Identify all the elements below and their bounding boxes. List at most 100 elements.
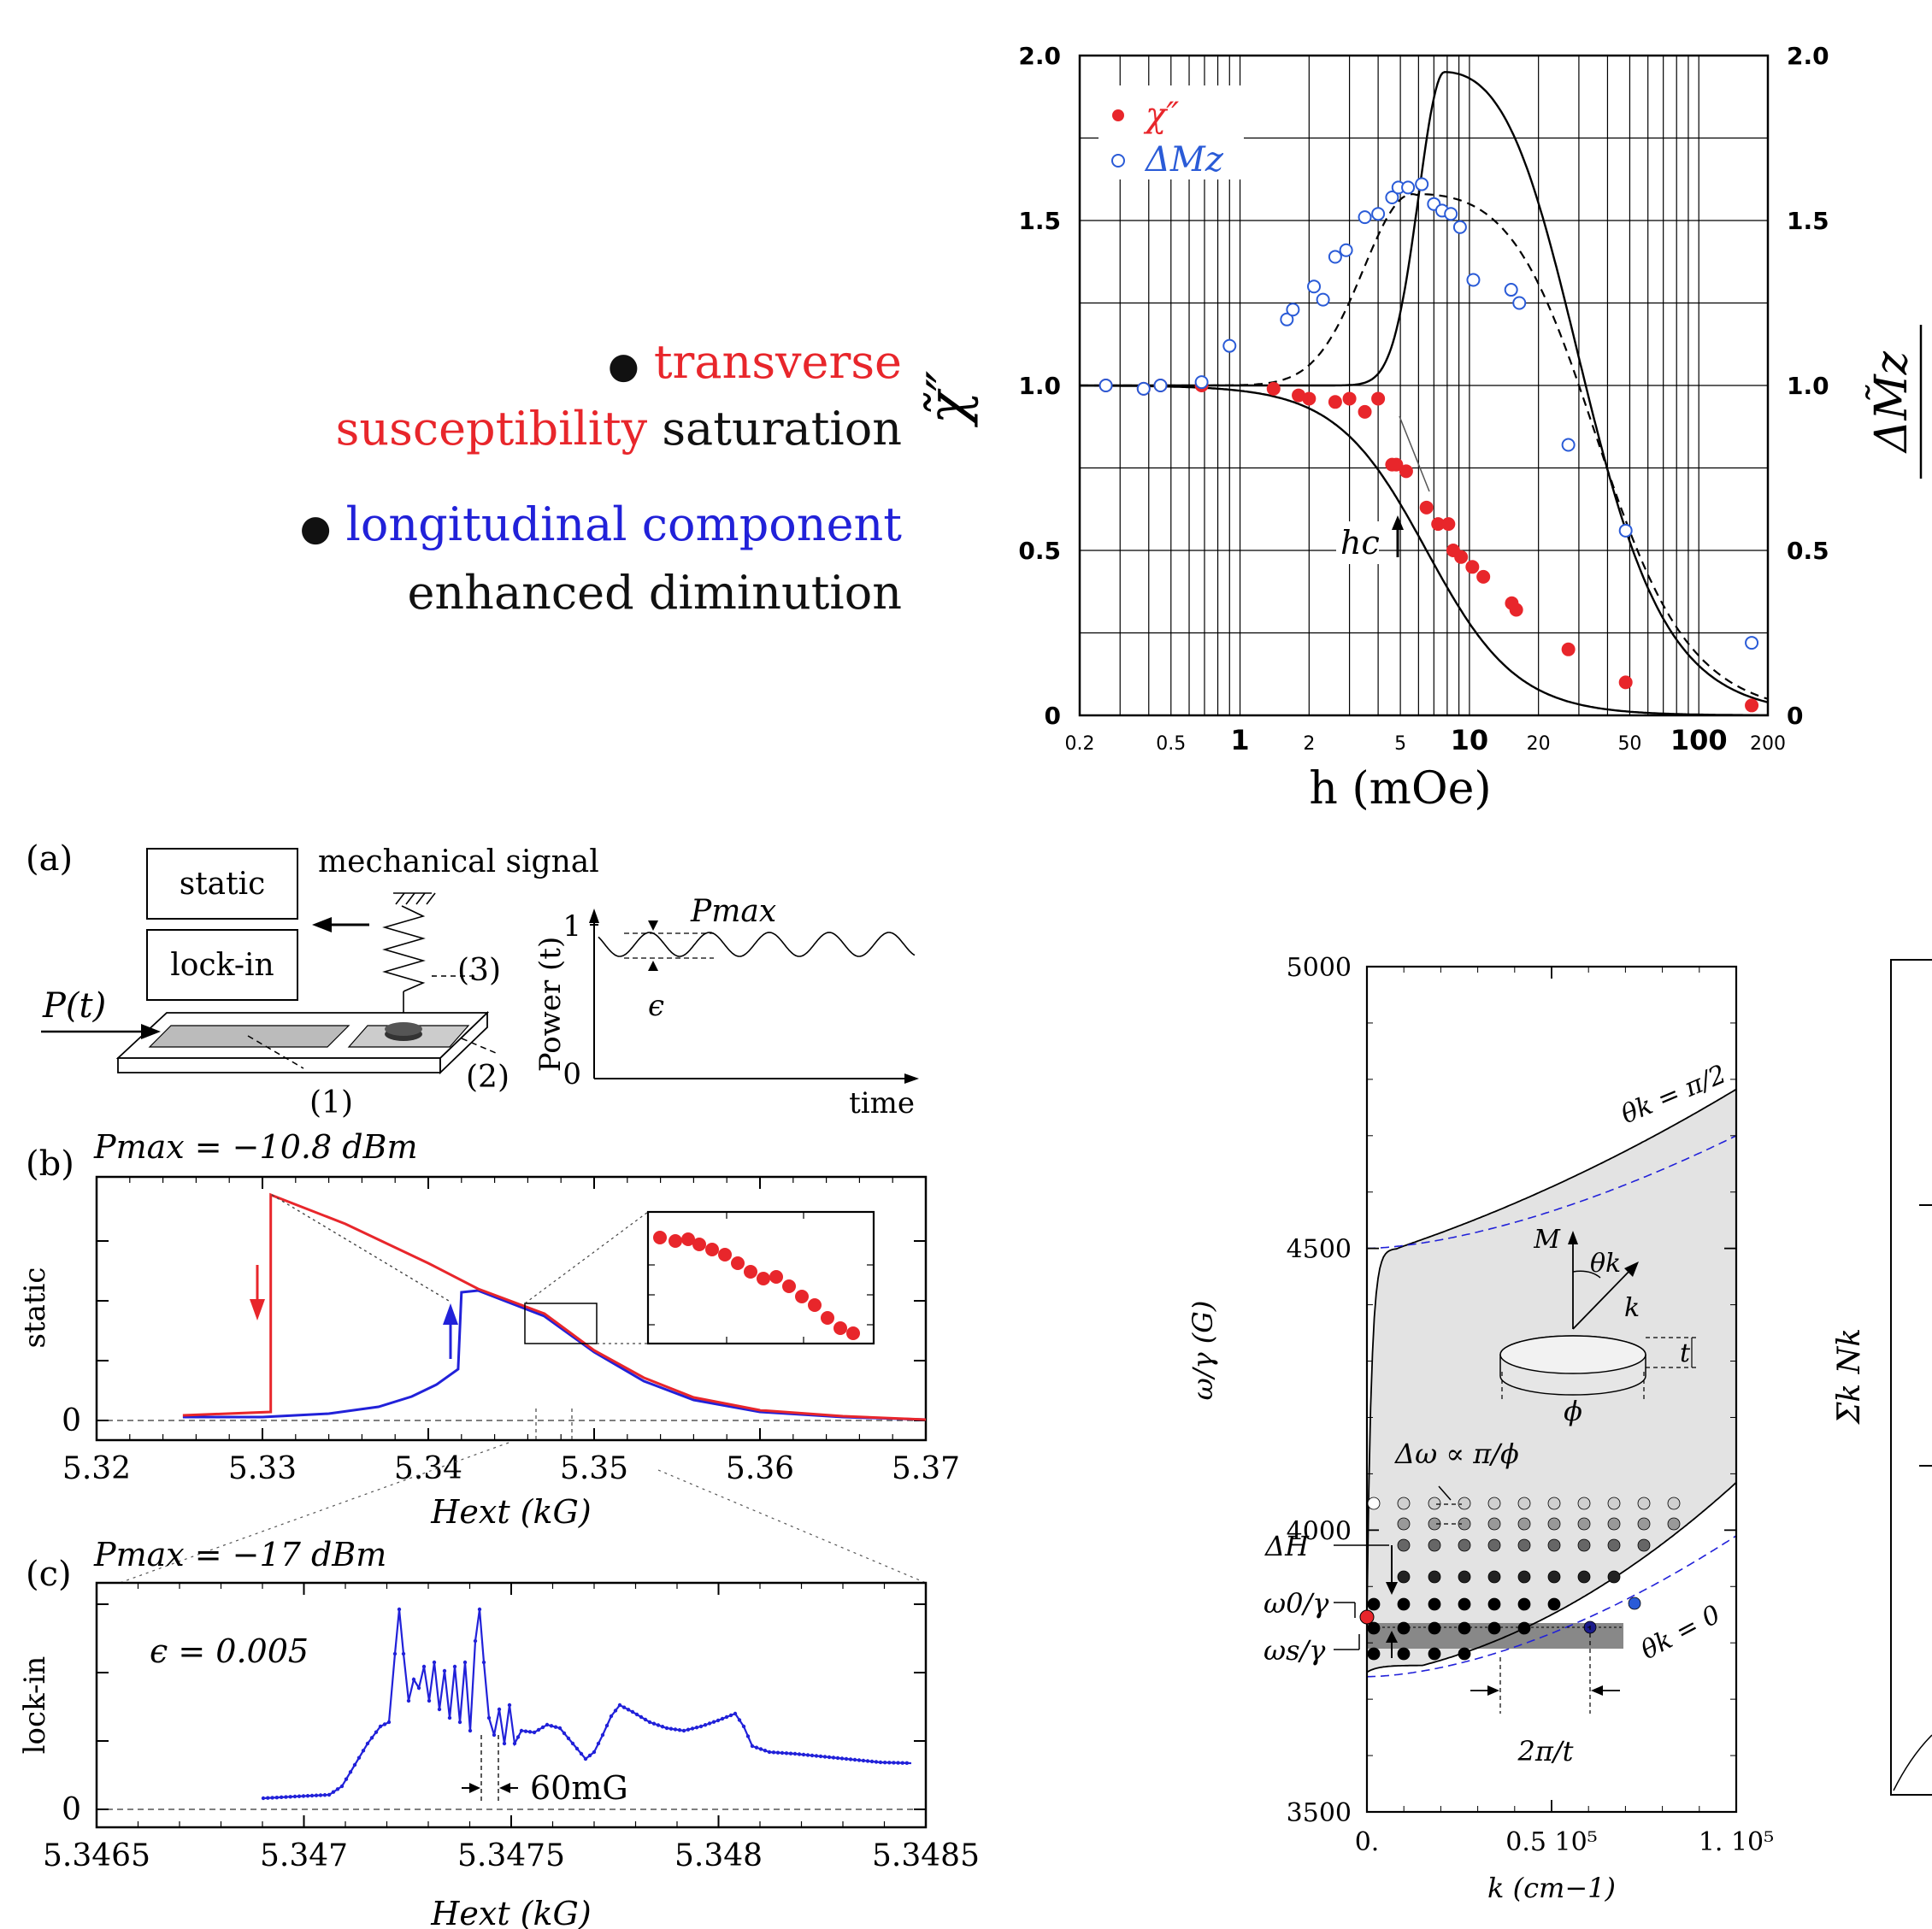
leader-2 <box>461 1038 497 1054</box>
panel-b-y-tick: 0 <box>62 1403 81 1438</box>
disc-inset: M θk k t ϕ <box>1499 1225 1697 1427</box>
uniform-mode-dot <box>1359 1609 1375 1625</box>
bulk-pi2-line <box>1367 1135 1736 1250</box>
mode-dot <box>1577 1570 1591 1584</box>
label-2: (2) <box>466 1060 510 1095</box>
top-solid-curve <box>1080 71 1768 703</box>
top-chart-points <box>1099 177 1759 713</box>
panel-b-red-trace <box>182 1192 926 1421</box>
mode-dot <box>1397 1538 1411 1552</box>
top-chart-left-ylabel: χ̃″ <box>916 371 980 428</box>
mode-dot <box>1487 1597 1501 1611</box>
mech-arrow-head <box>312 917 332 932</box>
zoom-inset-points <box>648 1212 874 1344</box>
dmz-point <box>1339 243 1353 257</box>
mode-dot <box>1428 1570 1441 1584</box>
dispersion-y-tick: 4500 <box>1287 1235 1352 1265</box>
panel-a: (a) static lock-in mechanical signal (3) <box>26 839 919 1120</box>
input-arrow-head <box>141 1024 161 1039</box>
omegas-label: ωs/γ <box>1263 1634 1326 1667</box>
mode-dot <box>1637 1517 1651 1531</box>
input-power-label: P(t) <box>42 986 106 1026</box>
mode-dot <box>1428 1647 1441 1661</box>
svg-text:k: k <box>1624 1293 1640 1323</box>
panel-a-label: (a) <box>26 839 73 879</box>
power-inset: Power (t) 1 0 Pmax ϵ time <box>533 894 919 1120</box>
zoom-point <box>718 1248 732 1261</box>
mode-dot <box>1637 1538 1651 1552</box>
panel-c-x-tick: 5.3475 <box>457 1838 565 1873</box>
edge-chart: Σk Nk <box>1832 959 1932 1796</box>
chi-point <box>1328 395 1342 409</box>
mode-dot <box>1458 1621 1471 1635</box>
panel-c-ticks: 5.3465 5.347 5.3475 5.348 5.3485 0 <box>43 1583 980 1873</box>
top-x-tick: 20 <box>1527 733 1551 755</box>
dmz-point <box>1286 303 1300 317</box>
dmz-point <box>1099 379 1113 392</box>
bullet-2-line-1: ● longitudinal component <box>299 497 902 551</box>
top-x-tick: 10 <box>1451 724 1489 756</box>
mode-dot <box>1397 1570 1411 1584</box>
top-y-tick-left: 0.5 <box>1018 537 1061 565</box>
zoom-point <box>833 1321 847 1335</box>
mode-dot <box>1517 1538 1531 1552</box>
chi-point <box>1266 381 1281 396</box>
chi-point <box>1431 517 1446 532</box>
dispersion-ylabel: ω/γ (G) <box>1187 1301 1219 1401</box>
svg-text:θk: θk <box>1590 1249 1621 1279</box>
mode-dot <box>1487 1497 1501 1510</box>
top-x-tick: 2 <box>1303 733 1315 755</box>
panel-b-x-tick: 5.32 <box>62 1451 131 1486</box>
panel-b-x-tick: 5.34 <box>394 1451 462 1486</box>
panel-c: (c) Pmax = −17 dBm 5.3465 5.347 5.3475 5.34… <box>18 1536 980 1929</box>
mode-dot <box>1577 1497 1591 1510</box>
top-y-tick-right: 1.5 <box>1787 207 1829 235</box>
chi-point <box>1561 642 1576 656</box>
panel-c-y-tick: 0 <box>62 1792 81 1827</box>
mode-dot <box>1397 1497 1411 1510</box>
dmz-point <box>1307 279 1322 294</box>
top-x-tick: 50 <box>1617 733 1641 755</box>
top-dashed-curve <box>1080 192 1768 700</box>
blue-mode-dot <box>1628 1597 1641 1610</box>
zoom-point <box>705 1243 719 1256</box>
mode-dot <box>1607 1517 1621 1531</box>
dispersion-x-tick: 1. 10⁵ <box>1699 1827 1774 1857</box>
omega0-label: ω0/γ <box>1263 1587 1329 1620</box>
chi-point <box>1302 391 1316 406</box>
mode-dot <box>1607 1497 1621 1510</box>
dispersion-ticks: 3500 4000 4500 5000 0. 0.5 10⁵ 1. 10⁵ <box>1287 953 1775 1857</box>
bullet-1-line-2: susceptibility saturation <box>336 396 902 462</box>
hc-label-bg <box>1336 521 1379 564</box>
top-y-tick-left: 0 <box>1045 702 1061 730</box>
bulk-0-line <box>1367 1535 1736 1678</box>
top-y-tick-right: 0 <box>1787 702 1803 730</box>
upper-boundary <box>1367 1088 1736 1615</box>
zoom-connector-left <box>119 1442 510 1584</box>
label-3: (3) <box>457 953 501 988</box>
inset-xlabel: time <box>849 1086 915 1120</box>
inset-pmax: Pmax <box>690 894 776 929</box>
dmz-point <box>1504 283 1518 297</box>
mode-dot <box>1458 1538 1471 1552</box>
top-y-tick-left: 1.5 <box>1018 207 1061 235</box>
lower-boundary <box>1367 1481 1736 1673</box>
hc-tangent <box>1399 415 1430 492</box>
top-chart-curves <box>1080 71 1768 715</box>
dmz-point <box>1745 636 1759 650</box>
two-pi-over-t-label: 2π/t <box>1517 1735 1573 1767</box>
top-y-tick-left: 2.0 <box>1018 42 1061 70</box>
mode-dot <box>1428 1497 1441 1510</box>
chi-point <box>1454 550 1469 564</box>
inset-wave <box>598 932 916 957</box>
chi-point <box>1419 500 1434 515</box>
top-x-tick: 1 <box>1230 724 1249 756</box>
mode-dot <box>1397 1647 1411 1661</box>
lockin-box-label: lock-in <box>170 948 274 983</box>
svg-text:θk = 0: θk = 0 <box>1636 1599 1725 1666</box>
zoom-point <box>782 1279 796 1293</box>
zoom-point <box>808 1298 822 1312</box>
mode-dot <box>1637 1497 1651 1510</box>
